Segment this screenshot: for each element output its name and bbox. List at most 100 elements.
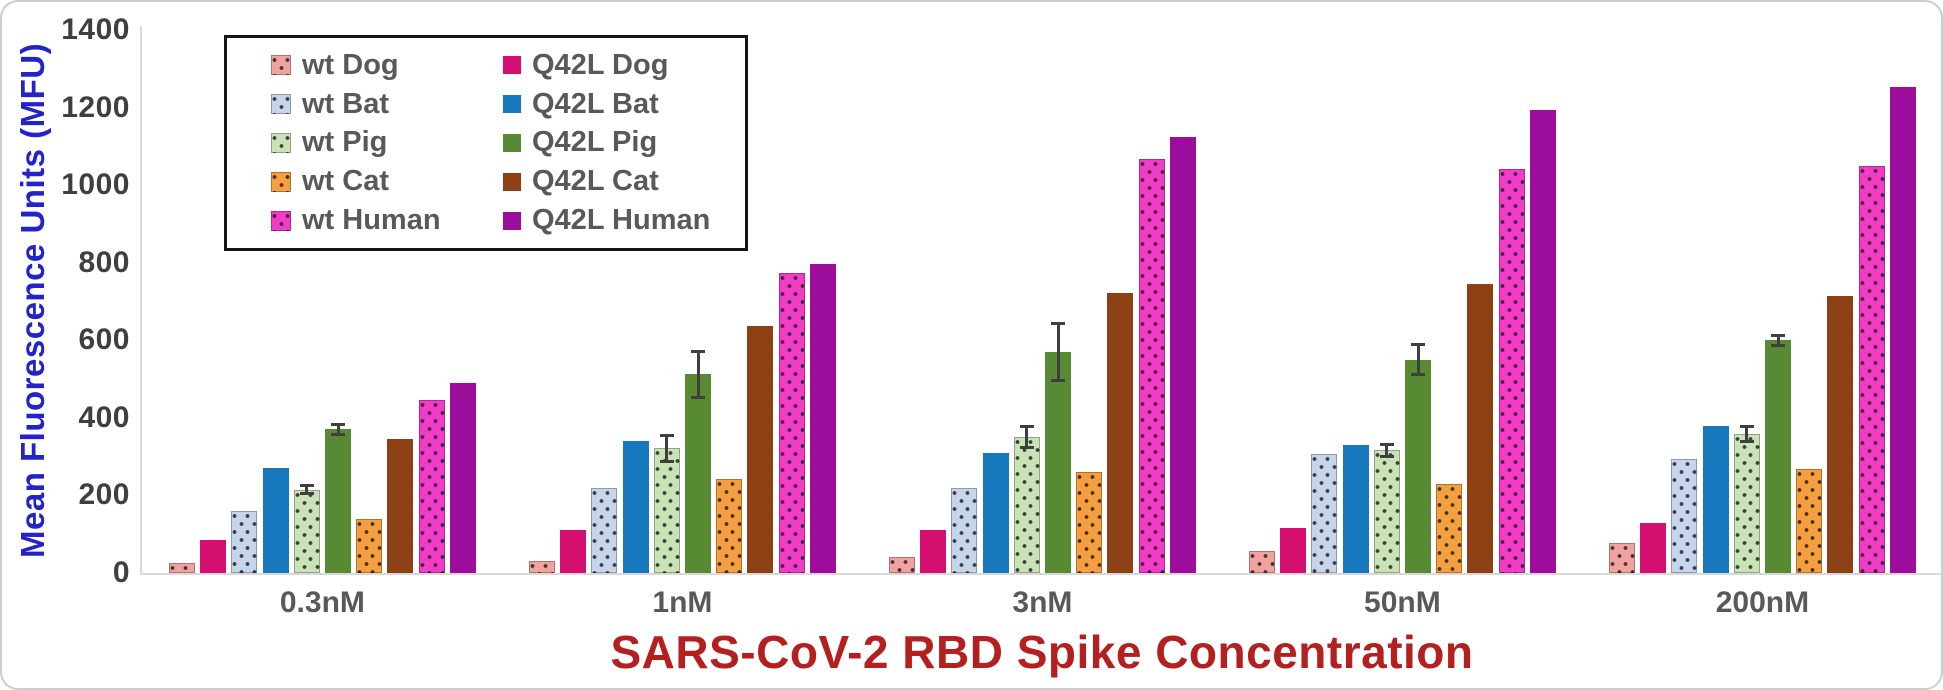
bar-q42l-pig-50nm — [1405, 359, 1431, 573]
y-axis-line — [140, 26, 142, 575]
bar-q42l-bat-1nm — [622, 441, 649, 573]
legend-swatch-q42l-bat — [503, 95, 521, 114]
legend-item-wt-bat: wt Bat — [271, 88, 503, 121]
error-cap-bottom-wt-pig-200nm — [1739, 439, 1754, 443]
legend-swatch-q42l-dog — [503, 56, 521, 75]
y-tick-label-1200: 1200 — [61, 90, 130, 124]
legend: wt Dog wt Bat wt Pig wt Cat wt Human Q42L Dog… — [224, 35, 748, 251]
bar-wt-human-50nm — [1498, 168, 1525, 573]
bar-wt-bat-3nm — [951, 487, 978, 573]
bar-wt-bat-50nm — [1311, 453, 1338, 573]
error-bar-wt-pig-1nm — [665, 434, 669, 462]
legend-label-wt-human: wt Human — [302, 204, 441, 237]
bar-q42l-human-1nm — [809, 264, 836, 573]
bar-wt-cat-0.3nm — [356, 518, 383, 573]
bar-wt-cat-3nm — [1076, 472, 1103, 573]
legend-label-wt-bat: wt Bat — [302, 87, 389, 120]
x-tick-label-200nm: 200nM — [1715, 586, 1810, 619]
bar-q42l-dog-3nm — [920, 529, 947, 573]
error-cap-top-q42l-pig-200nm — [1771, 333, 1785, 337]
x-tick-label-0.3nm: 0.3nM — [279, 586, 365, 619]
error-bar-wt-pig-200nm — [1745, 426, 1749, 442]
error-cap-bottom-wt-pig-50nm — [1379, 454, 1394, 458]
y-tick-label-0: 0 — [112, 556, 130, 589]
error-cap-top-q42l-pig-1nm — [691, 350, 705, 354]
bar-q42l-human-0.3nm — [449, 382, 476, 573]
error-cap-bottom-q42l-pig-1nm — [691, 395, 705, 399]
bar-q42l-bat-200nm — [1702, 425, 1729, 573]
bar-q42l-pig-200nm — [1765, 340, 1791, 573]
bar-wt-human-0.3nm — [418, 400, 445, 573]
legend-item-q42l-dog: Q42L Dog — [503, 49, 735, 82]
bar-wt-pig-0.3nm — [293, 489, 320, 573]
legend-swatch-wt-dog — [271, 55, 291, 76]
legend-label-q42l-pig: Q42L Pig — [532, 126, 658, 159]
legend-swatch-q42l-cat — [503, 172, 521, 191]
bar-wt-dog-50nm — [1249, 551, 1275, 573]
bar-q42l-pig-3nm — [1045, 351, 1071, 573]
bar-q42l-cat-50nm — [1467, 283, 1494, 573]
bar-q42l-bat-0.3nm — [262, 468, 289, 573]
error-cap-bottom-wt-pig-1nm — [659, 459, 674, 463]
legend-label-q42l-dog: Q42L Dog — [532, 48, 669, 81]
error-cap-bottom-q42l-pig-50nm — [1411, 373, 1425, 377]
bar-q42l-pig-1nm — [685, 374, 711, 573]
legend-item-q42l-pig: Q42L Pig — [503, 126, 735, 159]
legend-swatch-wt-human — [271, 210, 291, 231]
bar-wt-bat-1nm — [591, 488, 618, 573]
bar-q42l-human-3nm — [1169, 137, 1196, 573]
y-tick-label-400: 400 — [78, 400, 130, 434]
error-cap-top-wt-pig-0.3nm — [299, 483, 314, 487]
bar-q42l-pig-0.3nm — [325, 429, 351, 573]
bar-wt-cat-1nm — [716, 479, 743, 573]
x-axis-line — [140, 573, 1941, 575]
error-bar-wt-pig-3nm — [1025, 426, 1029, 449]
legend-swatch-wt-cat — [271, 171, 291, 192]
bar-q42l-cat-200nm — [1827, 296, 1854, 573]
bar-wt-pig-200nm — [1733, 434, 1760, 573]
bar-wt-cat-200nm — [1796, 469, 1823, 573]
x-tick-label-1nm: 1nM — [652, 586, 713, 619]
bar-q42l-cat-0.3nm — [387, 439, 414, 573]
bar-wt-pig-50nm — [1373, 450, 1400, 573]
legend-swatch-wt-pig — [271, 132, 291, 153]
error-cap-bottom-wt-pig-3nm — [1019, 446, 1034, 450]
legend-item-q42l-bat: Q42L Bat — [503, 88, 735, 121]
legend-swatch-wt-bat — [271, 94, 291, 115]
bar-wt-cat-50nm — [1436, 483, 1463, 573]
error-cap-bottom-q42l-pig-200nm — [1771, 343, 1785, 347]
bar-wt-bat-0.3nm — [231, 510, 258, 573]
error-bar-wt-pig-50nm — [1385, 444, 1389, 457]
bar-wt-pig-1nm — [653, 448, 680, 573]
error-cap-top-wt-pig-50nm — [1379, 443, 1394, 447]
bar-wt-dog-3nm — [889, 557, 915, 573]
bar-wt-dog-1nm — [529, 561, 555, 573]
error-cap-top-wt-pig-200nm — [1739, 425, 1754, 429]
legend-item-wt-pig: wt Pig — [271, 126, 503, 159]
error-cap-top-q42l-pig-3nm — [1051, 322, 1065, 326]
bar-q42l-bat-3nm — [982, 452, 1009, 573]
error-bar-q42l-pig-50nm — [1416, 344, 1420, 376]
error-bar-q42l-pig-0.3nm — [336, 423, 340, 436]
bar-q42l-bat-50nm — [1342, 445, 1369, 573]
bar-wt-pig-3nm — [1013, 437, 1040, 573]
legend-label-wt-dog: wt Dog — [302, 48, 399, 81]
error-cap-top-wt-pig-1nm — [659, 433, 674, 437]
error-bar-q42l-pig-1nm — [696, 351, 700, 398]
bar-q42l-cat-3nm — [1107, 292, 1134, 573]
error-cap-top-q42l-pig-50nm — [1411, 343, 1425, 347]
y-tick-label-600: 600 — [78, 323, 130, 357]
y-tick-label-1400: 1400 — [61, 13, 130, 46]
bar-wt-human-200nm — [1858, 165, 1885, 573]
x-tick-label-3nm: 3nM — [1012, 586, 1073, 619]
bar-q42l-dog-50nm — [1280, 527, 1307, 573]
legend-item-q42l-cat: Q42L Cat — [503, 165, 735, 198]
legend-label-wt-cat: wt Cat — [302, 165, 389, 198]
bar-wt-human-3nm — [1138, 158, 1165, 573]
legend-item-wt-dog: wt Dog — [271, 49, 503, 82]
error-cap-bottom-q42l-pig-0.3nm — [331, 433, 345, 437]
bar-q42l-human-50nm — [1529, 109, 1556, 573]
legend-item-q42l-human: Q42L Human — [503, 204, 735, 237]
x-axis-title: SARS-CoV-2 RBD Spike Concentration — [610, 626, 1474, 678]
